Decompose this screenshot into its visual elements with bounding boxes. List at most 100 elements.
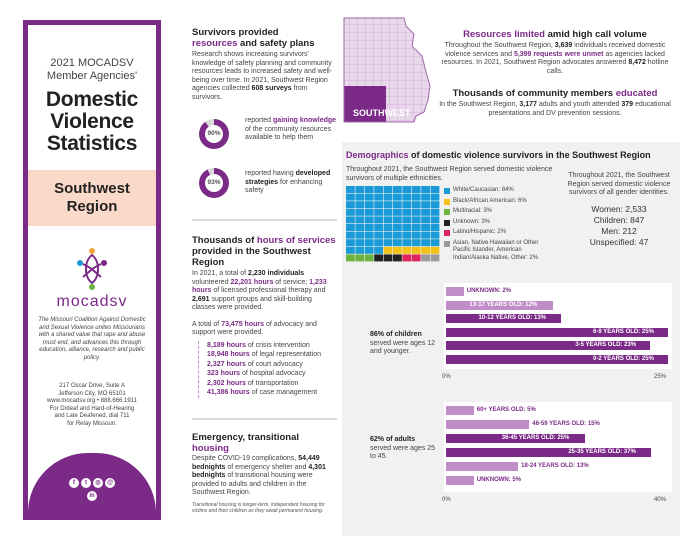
knowledge-donut: 90%: [199, 119, 229, 149]
waffle-cell: [383, 208, 393, 216]
waffle-cell: [383, 254, 393, 262]
waffle-cell: [383, 239, 393, 247]
waffle-cell: [421, 239, 430, 247]
bar-data-label: UNKNOWN: 5%: [476, 477, 522, 483]
waffle-cell: [355, 193, 365, 201]
waffle-cell: [402, 246, 412, 254]
list-item: Men: 212: [601, 225, 637, 236]
email-icon[interactable]: @: [105, 478, 115, 488]
educated-section: Thousands of community members educated …: [424, 88, 686, 118]
waffle-cell: [355, 224, 365, 231]
waffle-cell: [430, 186, 440, 193]
waffle-cell: [421, 246, 430, 254]
knowledge-stat-text: reported gaining knowledge of the commun…: [245, 117, 337, 141]
waffle-cell: [402, 224, 412, 231]
facebook-icon[interactable]: f: [69, 478, 79, 488]
legend-item: White/Caucasian: 84%: [444, 187, 554, 195]
list-item: Children: 847: [593, 214, 645, 225]
waffle-cell: [364, 224, 374, 231]
bar: [446, 462, 519, 471]
bar-data-label: 3-5 YEARS OLD: 23%: [575, 342, 637, 348]
survivors-title: Survivors provided resources and safety …: [192, 27, 315, 49]
demographics-intro: Throughout 2021, the Southwest Region se…: [346, 166, 553, 182]
housing-section: Emergency, transitional housing Despite …: [192, 432, 337, 514]
divider: [192, 418, 337, 420]
waffle-cell: [421, 231, 430, 239]
waffle-cell: [430, 201, 440, 209]
region-line-2: Region: [66, 198, 118, 215]
waffle-cell: [393, 224, 402, 231]
waffle-cell: [374, 186, 383, 193]
list-item: 18,948 hours of legal representation: [207, 351, 322, 358]
waffle-cell: [346, 208, 355, 216]
advocacy-breakdown-list: 8,189 hours of crisis intervention 18,94…: [198, 340, 337, 398]
waffle-cell: [402, 186, 412, 193]
waffle-cell: [411, 186, 421, 193]
website-phone[interactable]: www.mocadsv.org • 888.666.1911: [47, 398, 137, 404]
address-line-2: Jefferson City, MO 65101: [58, 390, 126, 397]
waffle-cell: [421, 254, 430, 262]
waffle-cell: [393, 208, 402, 216]
waffle-cell: [421, 208, 430, 216]
waffle-cell: [374, 231, 383, 239]
twitter-icon[interactable]: t: [81, 478, 91, 488]
services-section: Thousands of hours of services provided …: [192, 235, 337, 398]
waffle-cell: [430, 239, 440, 247]
axis-tick-label: 40%: [654, 497, 667, 503]
waffle-cell: [421, 201, 430, 209]
waffle-cell: [411, 224, 421, 231]
list-item: 323 hours of hospital advocacy: [207, 370, 306, 377]
waffle-cell: [355, 246, 365, 254]
waffle-cell: [364, 254, 374, 262]
waffle-cell: [411, 216, 421, 224]
services-title: Thousands of hours of services provided …: [192, 235, 336, 268]
list-item: 2,302 hours of transportation: [207, 379, 299, 387]
bar-data-label: 18-24 YEARS OLD: 13%: [521, 463, 589, 469]
bar-data-label: 10-12 YEARS OLD: 13%: [478, 315, 547, 321]
resources-title: Resources limited amid high call volume: [463, 29, 647, 40]
waffle-cell: [355, 201, 365, 209]
legend-item: Multiracial: 3%: [444, 208, 554, 216]
bar-data-label: 60+ YEARS OLD: 5%: [476, 407, 536, 413]
bar: [446, 434, 585, 443]
waffle-cell: [374, 216, 383, 224]
demographics-title: Demographics of domestic violence surviv…: [346, 150, 651, 160]
logo-wordmark: mocadsv: [56, 293, 128, 310]
waffle-cell: [393, 186, 402, 193]
waffle-cell: [393, 193, 402, 201]
map-region-label: SOUTHWEST: [353, 108, 411, 118]
waffle-cell: [411, 193, 421, 201]
tty-line-1: For D/deaf and Hard-of-Hearing: [49, 405, 135, 412]
waffle-cell: [364, 208, 374, 216]
bar: [446, 354, 668, 364]
waffle-cell: [346, 186, 355, 193]
waffle-cell: [383, 246, 393, 254]
waffle-cell: [346, 201, 355, 209]
bar-data-label: 36-45 YEARS OLD: 25%: [501, 435, 570, 441]
linkedin-icon[interactable]: in: [87, 491, 97, 501]
divider: [192, 219, 337, 221]
waffle-cell: [393, 231, 402, 239]
bar: [446, 406, 474, 415]
bar: [446, 448, 652, 457]
instagram-icon[interactable]: ◎: [93, 478, 103, 488]
agencies-label: Member Agencies': [46, 70, 138, 82]
waffle-cell: [346, 246, 355, 254]
contact-info: 217 Oscar Drive, Suite A Jefferson City,…: [28, 383, 156, 428]
missouri-map: [343, 17, 431, 123]
waffle-cell: [364, 186, 374, 193]
waffle-cell: [383, 216, 393, 224]
legend-swatch: [444, 198, 450, 205]
educated-body: In the Southwest Region, 3,177 adults an…: [439, 101, 671, 117]
report-year-line: 2021 MOCADSV Member Agencies': [28, 57, 156, 83]
waffle-cell: [355, 239, 365, 247]
ethnicity-waffle-chart: [346, 186, 440, 262]
waffle-cell: [383, 231, 393, 239]
list-item: 2,327 hours of court advocacy: [207, 360, 303, 368]
legend-swatch: [444, 209, 450, 215]
axis-tick-label: 25%: [654, 374, 667, 380]
mocadsv-logo-icon: [77, 248, 107, 290]
waffle-cell: [364, 239, 374, 247]
title-line-1: Domestic: [45, 88, 139, 111]
legend-item: Latino/Hispanic: 2%: [444, 229, 554, 237]
